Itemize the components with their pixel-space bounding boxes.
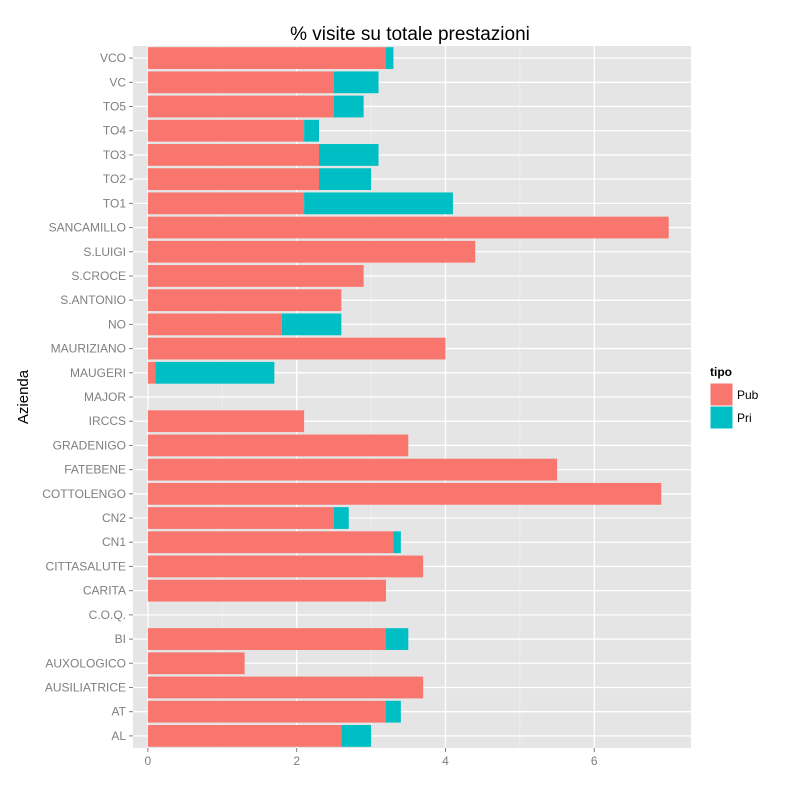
bar-pri xyxy=(333,95,364,118)
x-tick-label: 4 xyxy=(442,754,449,768)
bar-pub xyxy=(147,361,156,384)
x-tick-label: 6 xyxy=(591,754,598,768)
bar-pub xyxy=(147,95,334,118)
bar-pri xyxy=(155,361,275,384)
legend-label-pub: Pub xyxy=(737,388,759,402)
bar-pub xyxy=(147,434,409,457)
y-tick-label: MAUGERI xyxy=(70,366,126,380)
bar-pub xyxy=(147,676,424,699)
y-tick-label: S.LUIGI xyxy=(83,245,126,259)
y-tick-label: S.CROCE xyxy=(71,269,126,283)
bar-pub xyxy=(147,555,424,578)
y-tick-label: TO1 xyxy=(103,196,126,210)
legend-key-pri xyxy=(709,405,734,430)
bar-pri xyxy=(304,119,319,142)
y-tick-label: TO4 xyxy=(103,124,126,138)
bar-pub xyxy=(147,265,364,287)
bars xyxy=(147,47,669,747)
bar-pri xyxy=(385,700,401,723)
bar-pri xyxy=(281,313,342,336)
bar-pub xyxy=(147,652,245,675)
bar-pri xyxy=(333,507,349,529)
y-tick-label: MAJOR xyxy=(84,390,126,404)
y-tick-label: S.ANTONIO xyxy=(60,293,126,307)
y-tick-label: TO3 xyxy=(103,148,126,162)
y-tick-label: FATEBENE xyxy=(64,463,126,477)
y-tick-label: C.O.Q. xyxy=(89,608,126,622)
y-axis: VCO VC TO5 TO4 TO3 TO2 TO1 SANCAMILLO S.LUIGI S.C… xyxy=(42,51,133,743)
bar-pri xyxy=(385,628,409,650)
y-tick-label: CN1 xyxy=(102,535,126,549)
bar-pub xyxy=(147,410,305,433)
y-tick-label: SANCAMILLO xyxy=(49,221,126,235)
bar-pri xyxy=(393,531,401,554)
bar-pub xyxy=(147,289,342,312)
y-tick-label: GRADENIGO xyxy=(53,438,126,452)
bar-pub xyxy=(147,458,558,481)
bar-pub xyxy=(147,313,282,336)
y-tick-label: CN2 xyxy=(102,511,126,525)
bar-pub xyxy=(147,507,334,529)
bar-pub xyxy=(147,192,305,215)
y-tick-label: IRCCS xyxy=(89,414,126,428)
y-tick-label: BI xyxy=(115,632,126,646)
chart-title: % visite su totale prestazioni xyxy=(290,24,530,45)
y-tick-label: AUXOLOGICO xyxy=(45,656,126,670)
y-tick-label: VCO xyxy=(100,51,126,65)
x-tick-label: 2 xyxy=(293,754,300,768)
y-tick-label: COTTOLENGO xyxy=(42,487,126,501)
bar-pub xyxy=(147,240,476,263)
y-tick-label: NO xyxy=(108,317,126,331)
legend-title: tipo xyxy=(710,365,732,379)
bar-pri xyxy=(385,47,394,69)
y-tick-label: AT xyxy=(112,705,127,719)
bar-pri xyxy=(333,71,379,94)
bar-pub xyxy=(147,482,662,505)
y-tick-label: MAURIZIANO xyxy=(51,342,126,356)
bar-pub xyxy=(147,168,319,191)
y-tick-label: AUSILIATRICE xyxy=(45,680,126,694)
bar-pub xyxy=(147,47,386,69)
bar-pub xyxy=(147,628,386,650)
bar-pub xyxy=(147,71,334,94)
y-tick-label: TO2 xyxy=(103,172,126,186)
bar-pri xyxy=(304,192,453,215)
bar-pub xyxy=(147,144,319,166)
bar-pub xyxy=(147,725,342,747)
legend-label-pri: Pri xyxy=(737,411,752,425)
legend: tipo Pub Pri xyxy=(709,365,759,430)
bar-pri xyxy=(319,144,379,166)
bar-pub xyxy=(147,700,386,723)
y-tick-label: CITTASALUTE xyxy=(46,559,126,573)
y-axis-title: Azienda xyxy=(15,369,32,424)
bar-pub xyxy=(147,579,386,602)
bar-pub xyxy=(147,337,446,360)
y-tick-label: CARITA xyxy=(83,584,126,598)
bar-pub xyxy=(147,216,669,239)
y-tick-label: VC xyxy=(109,75,126,89)
bar-pub xyxy=(147,531,394,554)
legend-key-pub xyxy=(709,382,734,407)
x-tick-label: 0 xyxy=(145,754,152,768)
bar-pri xyxy=(319,168,372,191)
y-tick-label: TO5 xyxy=(103,100,126,114)
y-tick-label: AL xyxy=(111,729,126,743)
x-axis: 0 2 4 6 xyxy=(145,748,598,768)
bar-pub xyxy=(147,119,305,142)
bar-pri xyxy=(341,725,372,747)
